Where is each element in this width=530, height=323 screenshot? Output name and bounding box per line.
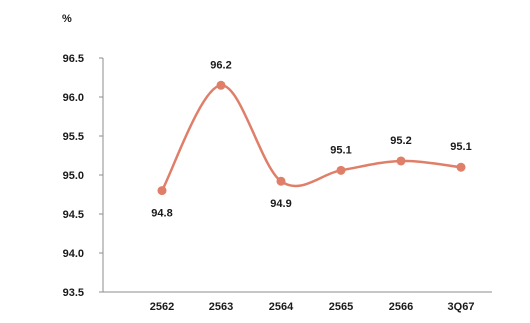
x-tick-label: 2565	[329, 301, 353, 313]
data-label: 95.1	[450, 141, 471, 153]
data-point	[456, 162, 466, 172]
y-tick-label: 95.5	[63, 131, 84, 143]
y-unit-label: %	[62, 13, 72, 25]
data-point	[276, 176, 286, 186]
y-tick-label: 93.5	[63, 287, 84, 299]
series-line	[160, 84, 462, 192]
data-point	[336, 165, 346, 175]
data-label: 95.2	[390, 135, 411, 147]
data-point	[396, 156, 406, 166]
y-tick-label: 94.0	[63, 248, 84, 260]
data-label: 95.1	[330, 144, 351, 156]
data-label: 94.8	[151, 208, 172, 220]
x-tick-label: 2566	[389, 301, 413, 313]
data-label: 96.2	[210, 59, 231, 71]
y-tick-label: 94.5	[63, 209, 84, 221]
y-tick-label: 96.5	[63, 53, 84, 65]
y-tick-label: 95.0	[63, 170, 84, 182]
x-tick-label: 2563	[209, 301, 233, 313]
x-tick-label: 3Q67	[448, 301, 475, 313]
x-tick-label: 2564	[269, 301, 294, 313]
data-point	[216, 80, 226, 90]
data-label: 94.9	[270, 198, 291, 210]
data-point	[157, 186, 167, 196]
y-tick-label: 96.0	[63, 92, 84, 104]
x-tick-label: 2562	[150, 301, 174, 313]
